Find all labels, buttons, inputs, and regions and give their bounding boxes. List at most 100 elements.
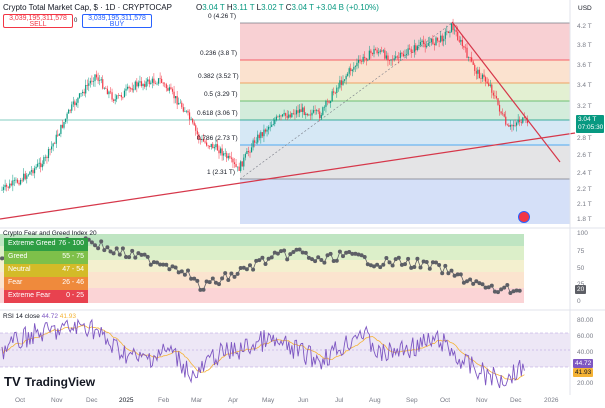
candle-body [91,80,93,82]
fg-point [300,250,305,255]
fib-label-618: 0.618 (3.06 T) [197,110,238,117]
fg-point [0,256,4,261]
candle-body [89,80,91,84]
candle-body [308,114,310,116]
candle-body [250,147,253,153]
candlestick-series[interactable] [1,18,529,193]
candle-body [216,144,219,151]
candle-body [66,113,68,119]
candle-body [13,180,15,181]
spread-value: 0 [74,18,78,24]
candle-body [357,59,360,63]
candle-body [54,143,56,145]
resistance-trendline[interactable] [451,21,561,163]
fear-greed-title-text: Crypto Fear and Greed Index [3,230,88,237]
candle-body [117,95,119,97]
fg-point [226,277,231,282]
candle-body [289,114,291,118]
candle-body [430,38,432,43]
candle-body [286,115,288,118]
candle-body [254,140,256,143]
candle-body [297,110,299,113]
price-tick: 1.8 T [577,216,592,223]
fg-point [486,285,491,290]
fg-point [291,249,296,254]
candle-body [322,107,324,115]
buy-button[interactable]: 3,039,195,311,578 BUY [82,14,152,28]
candle-body [435,37,437,46]
candle-body [464,47,467,49]
symbol-title[interactable]: Crypto Total Market Cap, $ · 1D · CRYPTO… [3,3,172,12]
candle-body [252,140,254,148]
fg-point [331,259,336,264]
candle-body [475,70,477,74]
support-trendline[interactable] [0,132,576,220]
fear-greed-title[interactable]: Crypto Fear and Greed Index 20 [3,230,97,237]
candle-body [209,145,211,147]
fg-point [316,255,321,260]
candle-body [458,40,460,42]
candle-body [255,142,257,144]
fg-point [158,262,163,267]
candle-body [9,183,11,188]
candle-body [240,161,242,171]
fg-point [173,265,178,270]
candle-body [447,31,449,33]
fg-point [378,265,383,270]
rsi-tick: 40.00 [577,349,594,356]
candle-body [283,113,285,115]
candle-body [226,153,228,159]
fg-point [133,255,138,260]
fg-point [350,251,355,256]
fg-point [403,262,407,267]
change-value: +3.04 B (+0.10%) [316,3,379,12]
candle-body [32,170,34,174]
time-tick: Nov [476,397,488,404]
candle-body [385,55,387,59]
candle-body [280,115,282,117]
tradingview-logo[interactable]: TV TradingView [4,374,95,389]
fg-point [306,255,311,260]
rsi-title[interactable]: RSI 14 close 44.72 41.93 [3,313,76,320]
candle-body [477,69,479,74]
candle-body [311,112,313,116]
fg-point [347,249,352,254]
fg-point [517,288,522,293]
sell-button[interactable]: 3,039,195,311,578 SELL [3,14,73,28]
candle-body [243,157,245,167]
fg-point [142,252,147,257]
candle-body [384,50,386,59]
candle-body [410,49,412,53]
candle-body [46,156,48,158]
candle-body [274,119,276,125]
rsi-line[interactable] [1,318,525,389]
candle-body [398,57,400,59]
fg-point [381,262,386,267]
candle-body [485,77,487,82]
us-flag-icon[interactable] [518,211,530,223]
fg-point [297,247,302,252]
candle-body [336,87,338,94]
candle-body [63,121,65,128]
price-tick: 2.1 T [577,201,592,208]
candle-body [109,91,112,93]
currency-label[interactable]: USD [578,5,592,12]
candle-body [443,38,445,42]
fg-point [511,289,516,294]
candle-body [55,134,57,144]
fg-point [384,255,389,260]
candle-body [74,101,76,106]
buy-label: BUY [109,21,125,28]
fg-point [483,285,488,290]
candle-body [75,102,77,106]
fg-point [412,264,417,269]
fear-greed-series[interactable] [0,236,522,295]
legend-name: Extreme Fear [8,292,51,299]
time-tick: Oct [440,397,451,404]
candle-body [449,31,451,33]
last-price-tag[interactable]: 3.04 T 07:05:30 [576,115,604,133]
candle-body [291,113,293,118]
candle-body [471,57,473,62]
